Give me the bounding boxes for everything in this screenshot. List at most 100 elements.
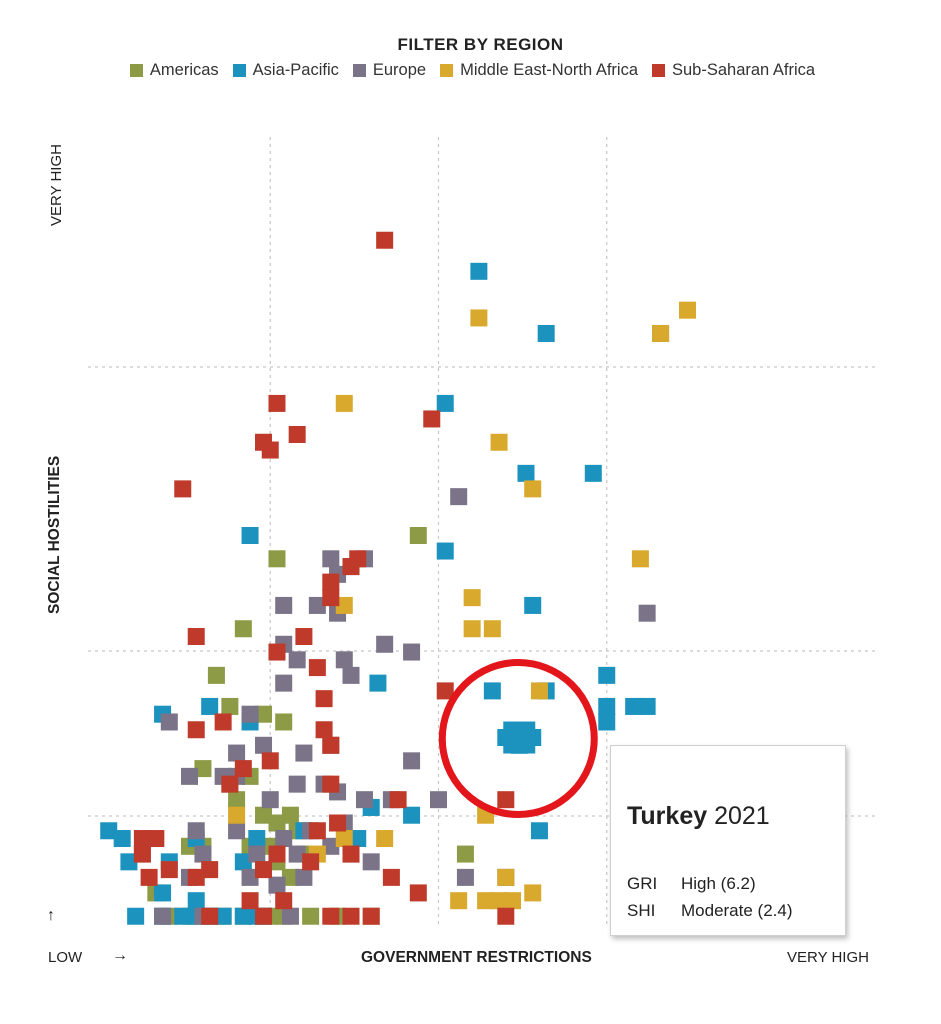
legend-label: Asia-Pacific: [252, 61, 339, 79]
point-sub-saharan-africa: [409, 884, 427, 902]
point-europe: [450, 488, 468, 506]
x-axis-high-label: VERY HIGH: [787, 949, 869, 966]
point-sub-saharan-africa: [255, 907, 273, 925]
point-europe: [180, 767, 198, 785]
point-middle-east-north-africa: [483, 620, 501, 638]
point-sub-saharan-africa: [342, 907, 360, 925]
point-sub-saharan-africa: [268, 394, 286, 412]
point-asia-pacific: [154, 884, 172, 902]
point-sub-saharan-africa: [315, 721, 333, 739]
point-europe: [376, 635, 394, 653]
point-middle-east-north-africa: [679, 301, 697, 319]
tooltip-year: 2021: [714, 802, 770, 830]
point-sub-saharan-africa: [362, 907, 380, 925]
point-sub-saharan-africa: [261, 752, 279, 770]
point-europe: [281, 907, 299, 925]
point-sub-saharan-africa: [174, 480, 192, 498]
point-asia-pacific: [369, 674, 387, 692]
point-sub-saharan-africa: [436, 682, 454, 700]
point-americas: [268, 814, 286, 832]
legend-item-americas[interactable]: Americas: [129, 61, 219, 80]
point-americas: [281, 868, 299, 886]
point-americas: [194, 760, 212, 778]
legend-swatch: [129, 64, 143, 77]
tooltip-country: Turkey: [627, 802, 708, 830]
point-asia-pacific: [436, 394, 454, 412]
point-europe: [228, 744, 246, 762]
point-middle-east-north-africa: [228, 806, 246, 824]
legend-label: Middle East-North Africa: [460, 61, 638, 79]
point-asia-pacific: [187, 892, 205, 910]
point-asia-pacific: [483, 682, 501, 700]
point-asia-pacific: [234, 853, 252, 871]
legend-item-europe[interactable]: Europe: [352, 61, 427, 80]
legend-item-asia-pacific[interactable]: Asia-Pacific: [232, 61, 339, 80]
point-middle-east-north-africa: [530, 682, 548, 700]
point-europe: [430, 791, 447, 809]
point-sub-saharan-africa: [497, 907, 515, 925]
point-sub-saharan-africa: [147, 830, 165, 848]
tooltip-gri-label: GRI: [627, 874, 658, 893]
point-asia-pacific: [530, 822, 548, 840]
point-sub-saharan-africa: [389, 791, 407, 809]
point-middle-east-north-africa: [490, 892, 508, 910]
point-sub-saharan-africa: [308, 659, 326, 677]
point-middle-east-north-africa: [477, 892, 495, 910]
point-sub-saharan-africa: [221, 775, 239, 793]
legend-label: Sub-Saharan Africa: [672, 61, 816, 79]
tooltip-shi-value: Moderate (2.4): [681, 901, 793, 920]
point-americas: [234, 620, 252, 638]
point-asia-pacific: [598, 697, 616, 715]
legend-label: Americas: [149, 61, 219, 79]
point-sub-saharan-africa: [322, 573, 340, 591]
point-europe: [335, 651, 353, 669]
point-asia-pacific: [598, 713, 616, 731]
point-middle-east-north-africa: [335, 596, 353, 614]
point-middle-east-north-africa: [652, 324, 670, 342]
point-europe: [241, 868, 259, 886]
tooltip-title: Turkey 2021: [627, 802, 770, 831]
point-europe: [288, 651, 306, 669]
y-axis-high-label: VERY HIGH: [48, 144, 65, 226]
point-europe: [194, 845, 212, 863]
point-sub-saharan-africa: [275, 892, 293, 910]
point-asia-pacific: [234, 907, 252, 925]
point-middle-east-north-africa: [463, 589, 481, 607]
legend-label: Europe: [372, 61, 427, 79]
point-europe: [255, 736, 273, 754]
point-europe: [160, 713, 178, 731]
point-asia-pacific: [638, 697, 656, 715]
point-asia-pacific: [127, 907, 145, 925]
point-asia-pacific: [174, 907, 192, 925]
point-asia-pacific: [120, 853, 138, 871]
legend-swatch: [352, 64, 366, 77]
point-europe: [308, 596, 326, 614]
point-asia-pacific: [625, 697, 643, 715]
point-americas: [255, 806, 273, 824]
y-axis-title: SOCIAL HOSTILITIES: [46, 455, 63, 614]
point-sub-saharan-africa: [322, 907, 340, 925]
point-sub-saharan-africa: [214, 713, 232, 731]
point-middle-east-north-africa: [497, 868, 515, 886]
legend-item-middle-east-north-africa[interactable]: Middle East-North Africa: [440, 61, 638, 80]
point-americas: [302, 907, 320, 925]
point-europe: [261, 791, 279, 809]
y-axis-arrow: ↑: [47, 907, 55, 924]
point-americas: [275, 713, 293, 731]
point-sub-saharan-africa: [187, 628, 205, 646]
point-asia-pacific: [241, 527, 259, 544]
point-europe: [241, 705, 259, 723]
point-europe: [248, 845, 266, 863]
point-middle-east-north-africa: [524, 884, 542, 902]
point-sub-saharan-africa: [308, 822, 326, 840]
point-asia-pacific: [100, 822, 118, 840]
point-sub-saharan-africa: [376, 231, 394, 249]
point-sub-saharan-africa: [160, 861, 178, 879]
point-sub-saharan-africa: [315, 690, 333, 708]
point-middle-east-north-africa: [524, 480, 542, 498]
legend-item-sub-saharan-africa[interactable]: Sub-Saharan Africa: [652, 61, 815, 80]
point-sub-saharan-africa: [322, 775, 340, 793]
point-americas: [255, 705, 273, 723]
point-europe: [275, 596, 293, 614]
point-sub-saharan-africa: [268, 845, 286, 863]
